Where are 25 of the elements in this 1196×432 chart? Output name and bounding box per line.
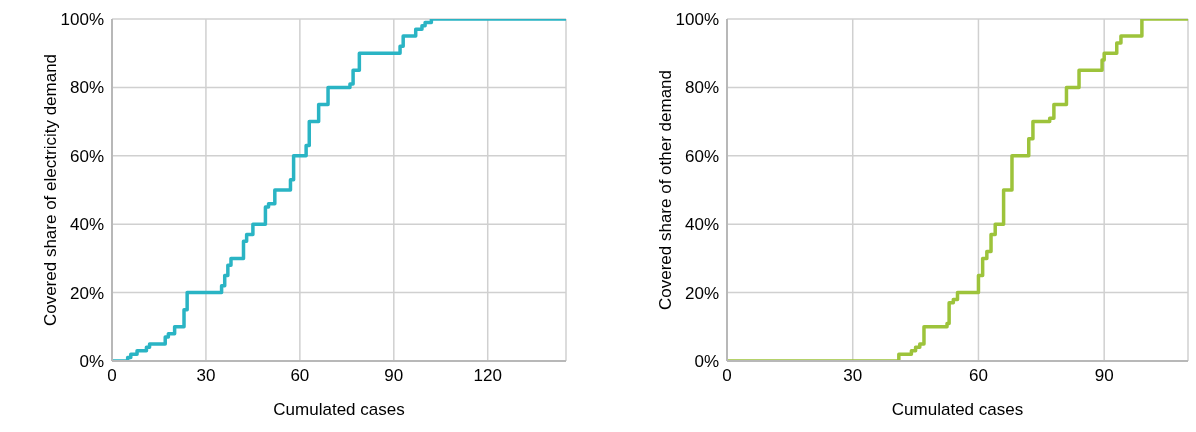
y-axis-title: Covered share of other demand: [656, 69, 676, 311]
y-tick-label: 40%: [69, 215, 104, 235]
x-tick-label: 60: [968, 366, 988, 386]
y-tick-label: 80%: [684, 78, 719, 98]
y-tick-label: 40%: [684, 215, 719, 235]
y-tick-label: 0%: [79, 352, 104, 372]
x-tick-label: 120: [473, 366, 502, 386]
x-tick-label: 60: [290, 366, 310, 386]
y-tick-label: 80%: [69, 78, 104, 98]
x-tick-label: 90: [384, 366, 404, 386]
x-axis-title: Cumulated cases: [891, 400, 1024, 420]
x-tick-label: 90: [1094, 366, 1114, 386]
x-tick-label: 30: [843, 366, 863, 386]
y-tick-label: 100%: [675, 10, 719, 30]
y-tick-label: 20%: [684, 283, 719, 303]
x-tick-label: 30: [196, 366, 216, 386]
y-tick-label: 20%: [69, 283, 104, 303]
y-tick-label: 100%: [60, 10, 104, 30]
y-tick-label: 60%: [684, 146, 719, 166]
x-tick-label: 0: [722, 366, 732, 386]
y-axis-title: Covered share of electricity demand: [41, 53, 61, 327]
y-tick-label: 60%: [69, 146, 104, 166]
x-axis-title: Cumulated cases: [273, 400, 405, 420]
x-tick-label: 0: [107, 366, 117, 386]
y-tick-label: 0%: [694, 352, 719, 372]
